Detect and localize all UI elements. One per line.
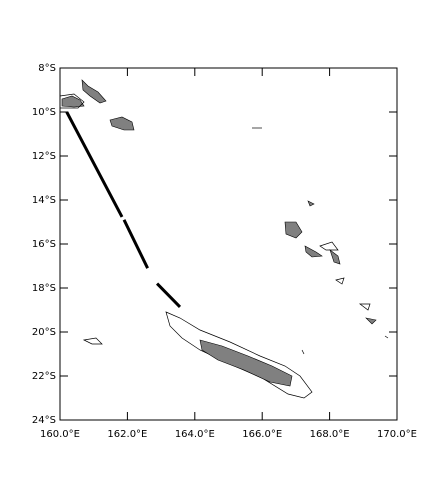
x-tick-label: 160.0°E — [40, 429, 80, 440]
coastline — [165, 311, 313, 399]
y-tick-label: 16°S — [32, 239, 56, 250]
island — [109, 116, 135, 131]
track — [65, 111, 182, 308]
island — [365, 317, 377, 325]
x-tick-label: 162.0°E — [107, 429, 147, 440]
coastline — [301, 349, 305, 355]
x-tick-label: 164.0°E — [175, 429, 215, 440]
coastline — [82, 337, 103, 345]
island — [307, 200, 315, 207]
y-tick-label: 22°S — [32, 371, 56, 382]
y-tick-label: 10°S — [32, 107, 56, 118]
coastline — [384, 335, 389, 339]
y-tick-label: 8°S — [38, 63, 56, 74]
coastline — [358, 303, 371, 311]
coastline — [59, 93, 85, 109]
y-tick-label: 18°S — [32, 283, 56, 294]
coastline — [319, 241, 339, 251]
y-tick-label: 24°S — [32, 415, 56, 426]
island — [329, 249, 341, 265]
island — [284, 221, 303, 239]
x-tick-label: 168.0°E — [310, 429, 350, 440]
island — [199, 339, 293, 387]
coastline — [335, 277, 345, 285]
x-tick-label: 166.0°E — [242, 429, 282, 440]
island — [61, 95, 85, 108]
y-tick-label: 14°S — [32, 195, 56, 206]
island — [304, 245, 323, 258]
island — [81, 79, 107, 104]
land — [59, 79, 389, 399]
y-tick-label: 20°S — [32, 327, 56, 338]
y-tick-label: 12°S — [32, 151, 56, 162]
x-tick-label: 170.0°E — [377, 429, 417, 440]
